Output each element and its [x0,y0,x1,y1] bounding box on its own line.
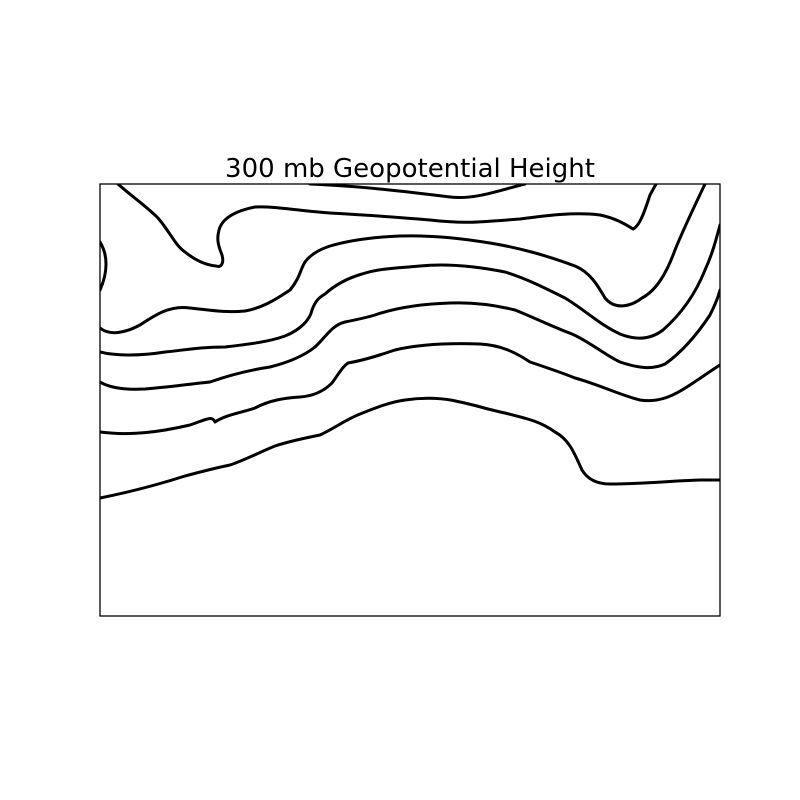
contour-line [308,184,527,200]
map-panel [99,183,721,617]
contour-line [100,396,720,500]
contour-line [100,240,108,292]
contour-line [100,288,720,391]
contour-line [100,184,707,335]
contour-line [100,342,720,436]
map-title: 300 mb Geopotential Height [225,154,595,184]
contour-line [116,184,658,268]
map-frame [99,183,721,617]
contour-layer [100,184,720,500]
contour-line [100,223,720,357]
